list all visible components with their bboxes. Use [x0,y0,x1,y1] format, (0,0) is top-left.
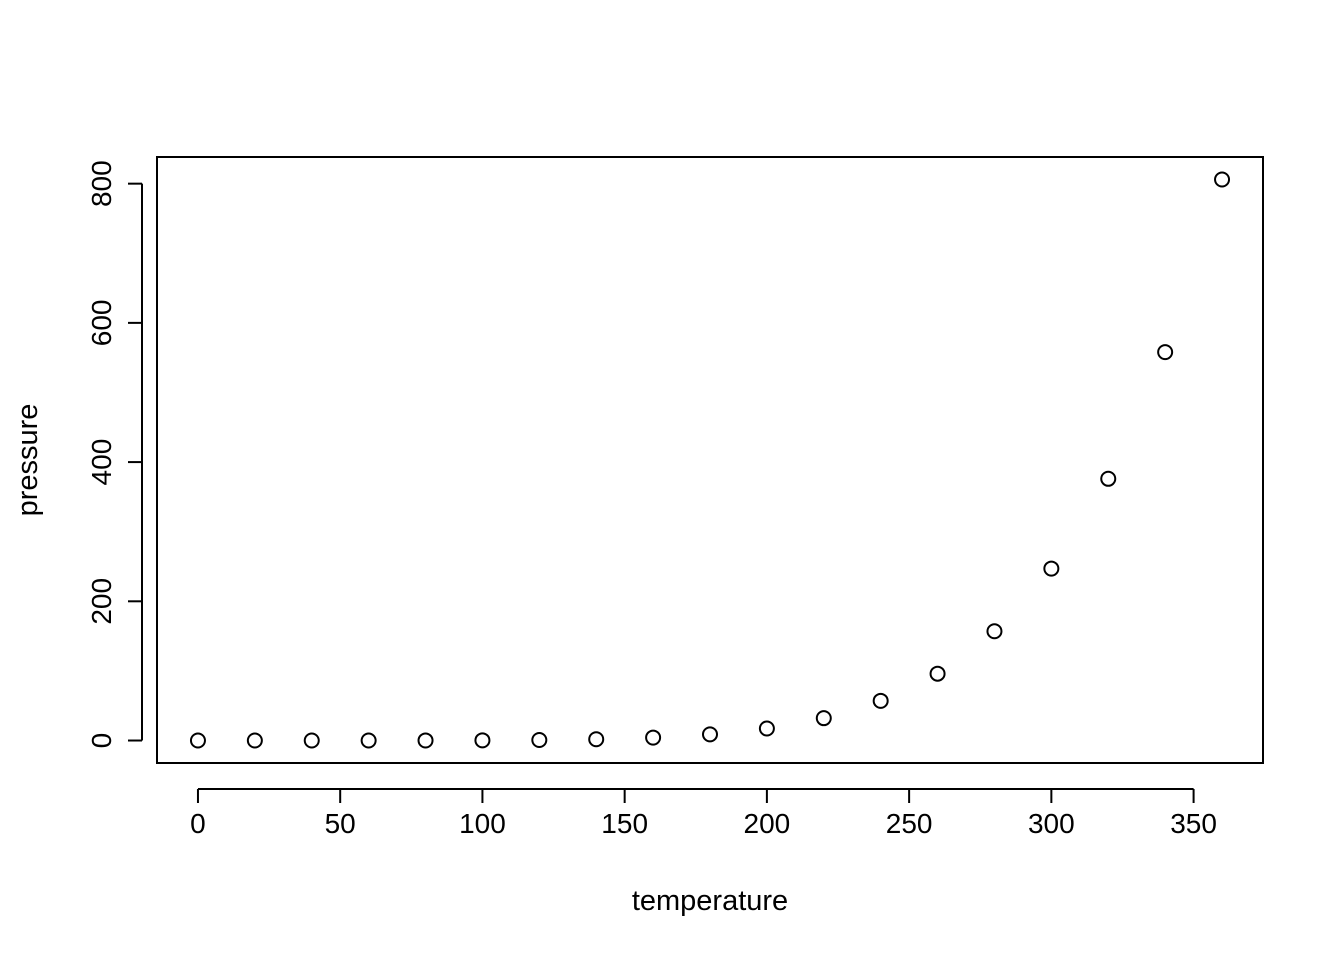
data-point [702,726,718,743]
data-point [645,729,662,746]
y-tick-label: 600 [86,300,117,347]
y-tick-label: 200 [86,578,117,625]
data-point [360,732,377,749]
y-tick-label: 400 [86,439,117,486]
data-point [189,732,206,749]
data-point [531,731,548,748]
data-point [1043,560,1060,577]
data-point [246,732,263,749]
data-points [189,171,1231,749]
x-axis: 0 50 100 150 200 250 300 350 [190,788,1217,839]
data-point [872,692,889,709]
data-point [1157,344,1174,361]
x-tick-label: 200 [744,808,791,839]
y-tick-label: 800 [86,160,117,207]
x-tick-label: 100 [459,808,506,839]
x-tick-label: 0 [190,808,206,839]
data-point [758,720,775,737]
x-tick-label: 350 [1170,808,1217,839]
data-point [986,623,1003,640]
data-point [303,732,320,749]
y-axis-title: pressure [12,404,44,517]
x-tick-label: 50 [325,808,356,839]
data-point [1100,470,1117,487]
data-point [474,732,491,749]
plot-frame [156,156,1264,764]
y-axis: 0 200 400 600 800 [86,160,143,749]
y-tick-label: 0 [86,733,117,749]
data-point [815,710,832,727]
data-point [588,731,605,748]
data-point [1214,171,1231,188]
x-tick-label: 300 [1028,808,1075,839]
data-point [417,732,434,749]
x-axis-title: temperature [632,885,788,917]
x-tick-label: 250 [886,808,933,839]
data-point [929,665,946,682]
x-tick-label: 150 [601,808,648,839]
